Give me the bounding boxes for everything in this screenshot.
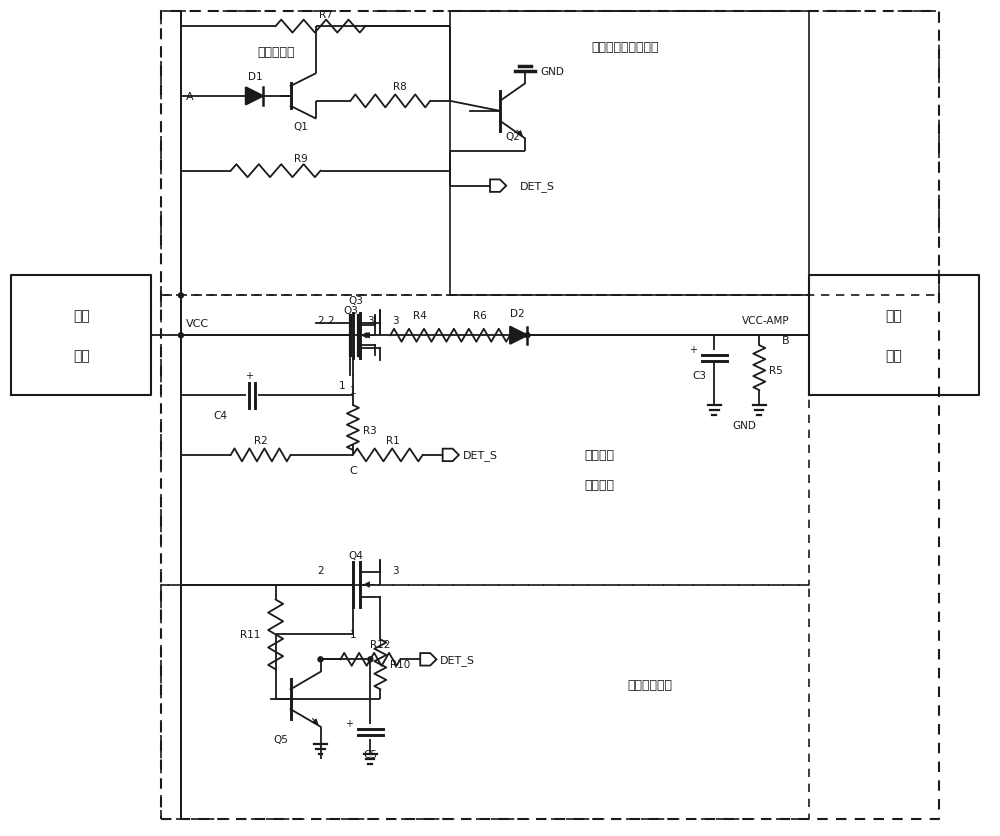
Text: +: + <box>245 370 253 380</box>
Text: VCC-AMP: VCC-AMP <box>742 316 789 326</box>
Text: 音频: 音频 <box>886 309 902 323</box>
Text: 1: 1 <box>350 630 356 640</box>
Text: 保护电路: 保护电路 <box>585 479 615 492</box>
Text: 供电: 供电 <box>73 309 90 323</box>
Polygon shape <box>510 327 527 344</box>
Text: 2: 2 <box>317 565 324 575</box>
Text: 3: 3 <box>392 565 399 575</box>
Text: R3: R3 <box>363 426 377 436</box>
Text: VCC: VCC <box>186 319 209 329</box>
Polygon shape <box>246 88 263 105</box>
Text: 2: 2 <box>317 316 324 326</box>
Text: C3: C3 <box>692 370 706 380</box>
Text: DET_S: DET_S <box>463 450 498 461</box>
Text: Q2: Q2 <box>505 131 520 141</box>
Circle shape <box>368 657 373 662</box>
Text: R10: R10 <box>390 660 411 670</box>
Text: 预供电与: 预供电与 <box>585 449 615 461</box>
Text: +: + <box>345 718 353 728</box>
Text: B: B <box>782 336 789 346</box>
Text: R4: R4 <box>413 311 427 321</box>
Text: 3: 3 <box>367 316 374 326</box>
Text: 2: 2 <box>327 316 334 326</box>
Text: Q3: Q3 <box>343 306 358 316</box>
Text: R2: R2 <box>254 436 268 446</box>
Text: D2: D2 <box>510 308 525 319</box>
Text: 1: 1 <box>339 380 345 390</box>
Circle shape <box>178 334 183 339</box>
Text: Q5: Q5 <box>273 734 288 744</box>
Text: R9: R9 <box>294 154 307 164</box>
Text: R5: R5 <box>769 365 783 375</box>
Circle shape <box>318 657 323 662</box>
Text: 电压检测与示警电路: 电压检测与示警电路 <box>591 40 658 54</box>
Text: R7: R7 <box>319 9 332 19</box>
Text: Q4: Q4 <box>348 550 363 560</box>
Text: D1: D1 <box>248 72 263 82</box>
Text: R12: R12 <box>370 640 391 650</box>
Text: DET_S: DET_S <box>520 181 555 192</box>
Text: 3: 3 <box>392 316 399 326</box>
Text: GND: GND <box>732 421 756 431</box>
Text: GND: GND <box>540 67 564 77</box>
Text: R6: R6 <box>473 311 487 321</box>
Text: Q3: Q3 <box>348 296 363 306</box>
Text: +: + <box>689 344 697 354</box>
Text: R8: R8 <box>393 82 407 92</box>
Circle shape <box>525 334 530 339</box>
Text: 功放: 功放 <box>886 349 902 363</box>
Text: C4: C4 <box>214 410 228 421</box>
Text: C: C <box>349 466 357 476</box>
Circle shape <box>178 293 183 298</box>
Text: 发光二极管: 发光二极管 <box>257 45 294 59</box>
Text: R1: R1 <box>386 436 400 446</box>
Text: 正常供电电路: 正常供电电路 <box>627 678 672 691</box>
Text: DET_S: DET_S <box>440 654 475 665</box>
Text: R11: R11 <box>240 630 261 640</box>
Text: C5: C5 <box>363 749 377 759</box>
Text: 电源: 电源 <box>73 349 90 363</box>
Text: 1: 1 <box>350 385 356 395</box>
Text: A: A <box>186 92 193 102</box>
Text: Q1: Q1 <box>293 122 308 131</box>
